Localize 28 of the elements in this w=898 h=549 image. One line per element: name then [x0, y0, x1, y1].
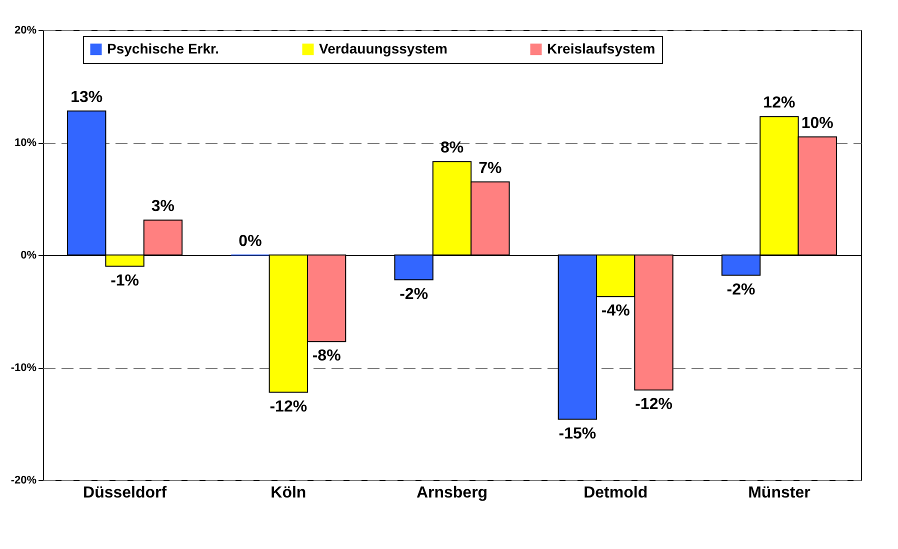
y-tick-label: 10%	[14, 137, 37, 149]
y-tick-label: 0%	[20, 250, 37, 262]
data-label: -1%	[110, 272, 140, 290]
data-label: 10%	[801, 114, 834, 132]
data-label: -2%	[400, 286, 428, 303]
x-tick-label: Münster	[748, 484, 810, 502]
legend-label: Verdauungssystem	[319, 40, 448, 56]
data-label: 8%	[440, 140, 464, 157]
data-label: 3%	[151, 198, 175, 216]
x-tick-label: Düsseldorf	[83, 484, 168, 502]
legend-label: Kreislaufsystem	[547, 40, 656, 56]
data-label: -15%	[558, 425, 596, 442]
data-label: 12%	[763, 94, 796, 112]
data-label: -12%	[635, 396, 672, 413]
x-tick-label: Köln	[270, 484, 306, 502]
y-tick-label: 20%	[14, 24, 37, 36]
data-label: -4%	[601, 302, 630, 320]
data-label: 13%	[70, 89, 103, 106]
data-label: 0%	[238, 233, 262, 250]
x-tick-label: Detmold	[584, 484, 648, 502]
legend-label: Psychische Erkr.	[107, 40, 220, 56]
y-tick-label: -10%	[10, 362, 37, 374]
data-label: -8%	[312, 348, 341, 365]
x-tick-label: Arnsberg	[416, 484, 488, 502]
data-label: -12%	[270, 398, 308, 416]
data-label: 7%	[478, 160, 502, 177]
y-tick-label: -20%	[10, 474, 37, 486]
data-label: -2%	[726, 281, 756, 298]
